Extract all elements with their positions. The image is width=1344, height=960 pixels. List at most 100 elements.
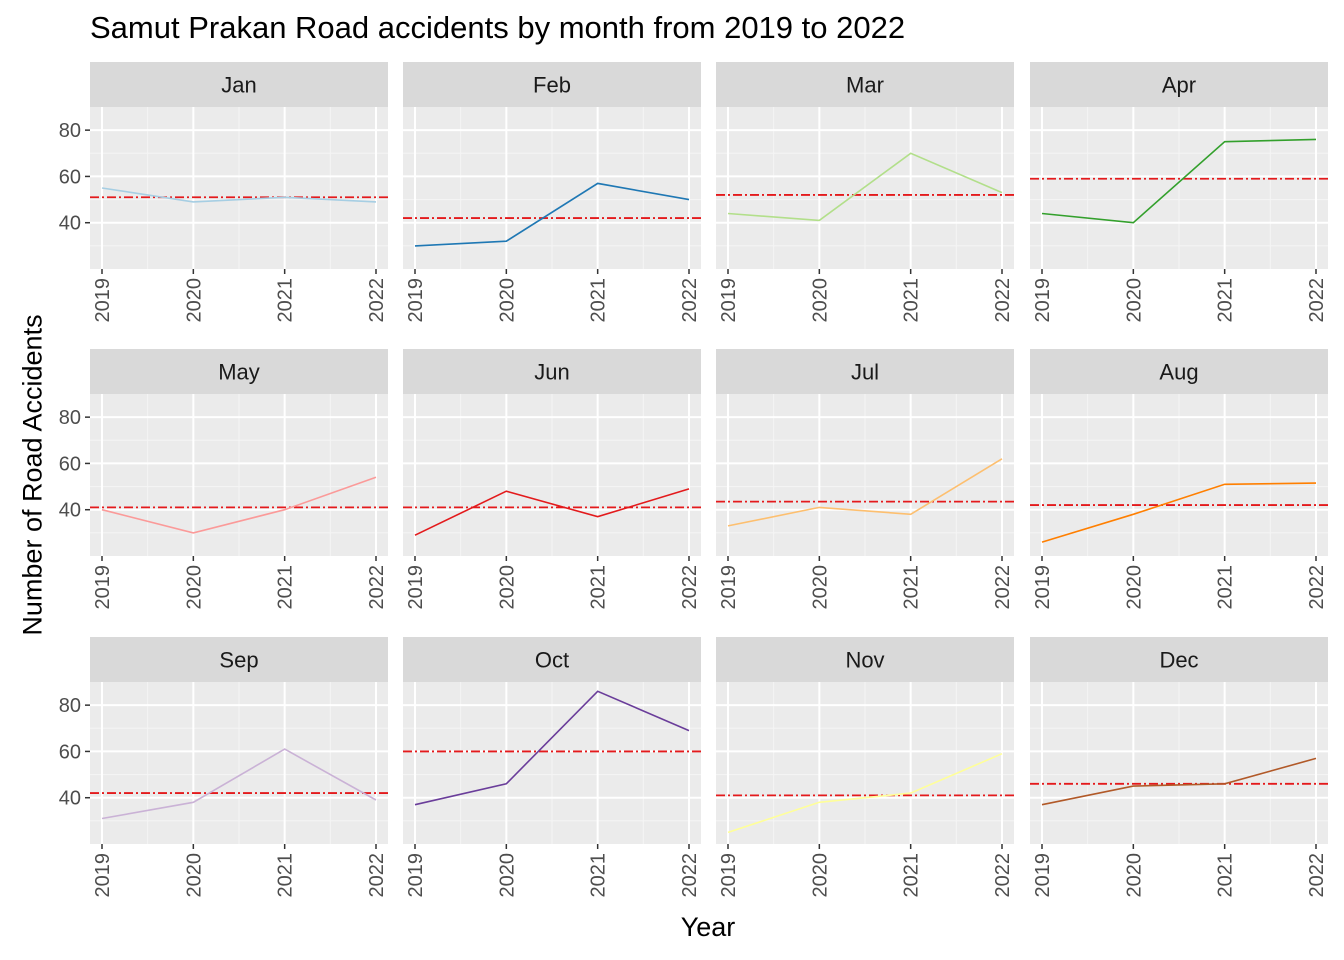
y-tick-label: 40 xyxy=(59,500,81,522)
x-tick-label: 2022 xyxy=(679,853,701,898)
y-tick-label: 40 xyxy=(59,213,81,235)
x-tick-label: 2022 xyxy=(992,278,1014,323)
x-tick-label: 2019 xyxy=(92,278,114,323)
x-tick-label: 2022 xyxy=(992,853,1014,898)
facet-feb: Feb 2019 2020 2021 2022 xyxy=(403,62,701,323)
facet-strip xyxy=(1030,349,1328,394)
x-tick-label: 2022 xyxy=(1306,565,1328,610)
facet-may: May 2019 2020 2021 2022 40 60 80 xyxy=(59,349,388,610)
series-line xyxy=(414,182,690,247)
x-tick-label: 2021 xyxy=(1215,565,1237,610)
x-tick-label: 2022 xyxy=(679,278,701,323)
facet-label: Nov xyxy=(845,648,884,673)
facet-strip xyxy=(1030,637,1328,682)
x-tick-label: 2019 xyxy=(92,853,114,898)
series-line xyxy=(101,476,377,534)
series-line xyxy=(101,748,377,820)
x-tick-label: 2019 xyxy=(405,565,427,610)
facet-strip xyxy=(716,349,1014,394)
x-tick-label: 2019 xyxy=(1032,565,1054,610)
x-tick-label: 2019 xyxy=(1032,278,1054,323)
facet-strip xyxy=(90,637,388,682)
x-tick-label: 2022 xyxy=(366,853,388,898)
y-tick-label: 80 xyxy=(59,407,81,429)
x-tick-label: 2021 xyxy=(1215,278,1237,323)
y-axis-label-wrap: Number of Road Accidents xyxy=(0,0,60,960)
x-tick-label: 2019 xyxy=(718,278,740,323)
x-tick-label: 2021 xyxy=(1215,853,1237,898)
x-tick-label: 2020 xyxy=(183,853,205,898)
x-tick-label: 2022 xyxy=(366,565,388,610)
x-tick-label: 2019 xyxy=(405,853,427,898)
facet-apr: Apr 2019 2020 2021 2022 xyxy=(1030,62,1328,323)
series-line xyxy=(727,152,1003,222)
x-tick-label: 2022 xyxy=(992,565,1014,610)
x-tick-label: 2020 xyxy=(809,278,831,323)
x-tick-label: 2019 xyxy=(405,278,427,323)
facet-strip xyxy=(90,62,388,107)
x-tick-label: 2020 xyxy=(809,853,831,898)
facet-strip xyxy=(403,349,701,394)
x-tick-label: 2021 xyxy=(588,278,610,323)
x-tick-label: 2022 xyxy=(679,565,701,610)
facet-label: Mar xyxy=(846,73,884,98)
facet-label: Apr xyxy=(1162,73,1196,98)
facet-strip xyxy=(90,349,388,394)
x-tick-label: 2020 xyxy=(496,278,518,323)
facet-jul: Jul 2019 2020 2021 2022 xyxy=(716,349,1014,610)
y-axis-label: Number of Road Accidents xyxy=(17,314,48,636)
x-tick-label: 2021 xyxy=(901,853,923,898)
x-tick-label: 2022 xyxy=(1306,278,1328,323)
facet-aug: Aug 2019 2020 2021 2022 xyxy=(1030,349,1328,610)
series-line xyxy=(1041,757,1317,806)
series-line xyxy=(727,752,1003,834)
x-tick-label: 2020 xyxy=(1123,565,1145,610)
facet-label: Dec xyxy=(1159,648,1198,673)
facet-label: Jan xyxy=(221,73,256,98)
x-tick-label: 2021 xyxy=(901,278,923,323)
y-tick-label: 40 xyxy=(59,788,81,810)
x-tick-label: 2019 xyxy=(1032,853,1054,898)
facet-label: Jun xyxy=(534,360,569,385)
facet-label: Aug xyxy=(1159,360,1198,385)
y-tick-label: 80 xyxy=(59,695,81,717)
facet-label: Feb xyxy=(533,73,571,98)
x-tick-label: 2022 xyxy=(1306,853,1328,898)
x-tick-label: 2020 xyxy=(809,565,831,610)
x-tick-label: 2019 xyxy=(92,565,114,610)
facet-label: May xyxy=(218,360,260,385)
x-tick-label: 2021 xyxy=(275,565,297,610)
x-tick-label: 2021 xyxy=(901,565,923,610)
x-tick-label: 2020 xyxy=(183,565,205,610)
facet-strip xyxy=(403,62,701,107)
facet-strip xyxy=(716,62,1014,107)
x-tick-label: 2021 xyxy=(588,853,610,898)
facet-strip xyxy=(1030,62,1328,107)
facet-dec: Dec 2019 2020 2021 2022 xyxy=(1030,637,1328,898)
facet-oct: Oct 2019 2020 2021 2022 xyxy=(403,637,701,898)
facet-sep: Sep 2019 2020 2021 2022 40 60 80 xyxy=(59,637,388,898)
x-tick-label: 2020 xyxy=(496,853,518,898)
x-tick-label: 2019 xyxy=(718,565,740,610)
x-tick-label: 2022 xyxy=(366,278,388,323)
series-line xyxy=(414,488,690,536)
facet-strip xyxy=(716,637,1014,682)
y-tick-label: 80 xyxy=(59,120,81,142)
y-tick-label: 60 xyxy=(59,453,81,475)
y-tick-label: 60 xyxy=(59,166,81,188)
x-tick-label: 2021 xyxy=(275,853,297,898)
x-tick-label: 2020 xyxy=(1123,278,1145,323)
x-tick-label: 2020 xyxy=(183,278,205,323)
facet-jun: Jun 2019 2020 2021 2022 xyxy=(403,349,701,610)
series-line xyxy=(727,458,1003,527)
facet-strip xyxy=(403,637,701,682)
series-line xyxy=(101,187,377,203)
x-tick-label: 2020 xyxy=(1123,853,1145,898)
x-tick-label: 2019 xyxy=(718,853,740,898)
x-axis-label: Year xyxy=(680,912,736,942)
facet-label: Sep xyxy=(219,648,258,673)
y-tick-label: 60 xyxy=(59,741,81,763)
series-line xyxy=(1041,482,1317,543)
